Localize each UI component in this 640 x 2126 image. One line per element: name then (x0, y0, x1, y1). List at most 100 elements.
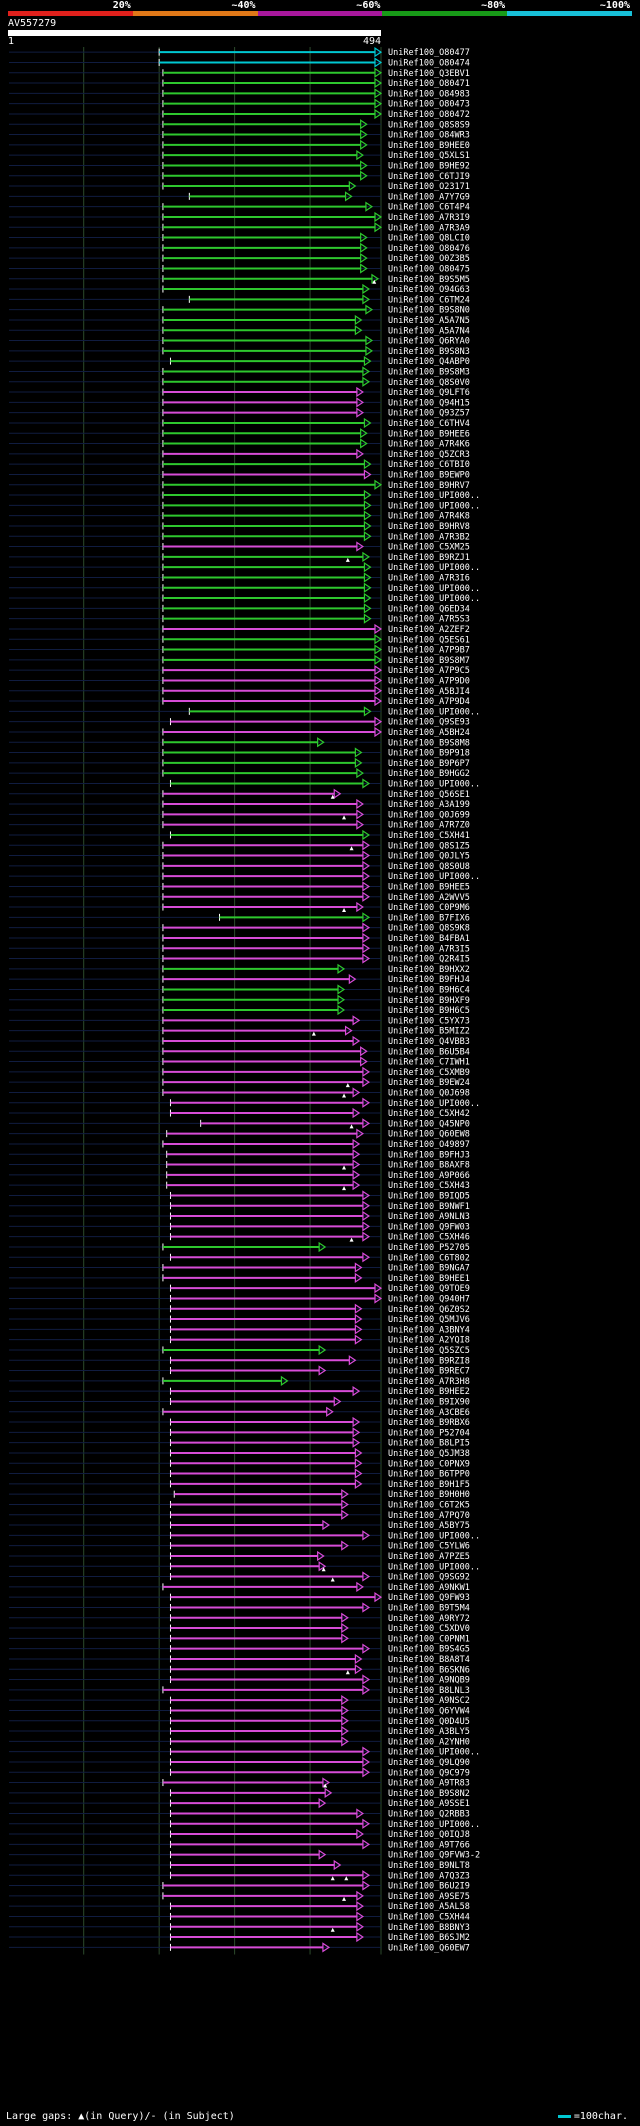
hit-arrowhead (362, 1756, 371, 1768)
hit-label: UniRef100_A9SSE1 (388, 1799, 470, 1809)
hit-label: UniRef100_A9NKW1 (388, 1583, 470, 1593)
hit-label: UniRef100_UPI000.. (388, 1820, 480, 1830)
hit-arrowhead (374, 479, 383, 490)
hit-label: UniRef100_A7R3I9 (388, 213, 470, 223)
hit-arrowhead (280, 1375, 289, 1386)
hit-label: UniRef100_Q5XLS1 (388, 151, 470, 161)
gap-marker (330, 794, 335, 799)
hit-arrowhead (374, 695, 383, 707)
hit-arrowhead (360, 253, 368, 264)
hit-label: UniRef100_O0Z3B5 (388, 254, 470, 264)
hit-label: UniRef100_O80475 (388, 264, 470, 274)
hit-arrowhead (362, 1231, 371, 1242)
hit-label: UniRef100_C5XH46 (388, 1233, 470, 1243)
hit-label: UniRef100_Q0J698 (388, 1088, 470, 1098)
hit-label: UniRef100_B9NWF1 (388, 1202, 470, 1212)
hit-label: UniRef100_Q9SE93 (388, 718, 470, 728)
hit-arrowhead (354, 325, 363, 336)
hit-label: UniRef100_Q6Z0S2 (388, 1305, 470, 1315)
hit-arrowhead (356, 901, 364, 913)
hit-label: UniRef100_B8BNY3 (388, 1923, 470, 1933)
hit-arrowhead (360, 428, 368, 439)
gap-marker (342, 908, 347, 913)
hit-arrowhead (365, 345, 374, 356)
hit-label: UniRef100_O80474 (388, 58, 470, 68)
hit-arrowhead (356, 407, 364, 418)
hit-arrowhead (365, 335, 374, 346)
hit-arrowhead (362, 1118, 371, 1129)
hit-label: UniRef100_Q5ES61 (388, 635, 470, 645)
hit-label: UniRef100_Q9FW93 (388, 1593, 470, 1603)
hit-arrowhead (337, 963, 346, 974)
hit-label: UniRef100_Q56SE1 (388, 790, 470, 800)
hit-arrowhead (362, 891, 371, 902)
hit-arrowhead (354, 1262, 363, 1273)
gap-marker (330, 1577, 335, 1582)
hit-arrowhead (354, 1313, 363, 1325)
hit-arrowhead (363, 520, 372, 532)
hit-arrowhead (360, 1056, 368, 1067)
hit-label: UniRef100_Q8S9K8 (388, 924, 470, 934)
hit-label: UniRef100_B4FBA1 (388, 934, 470, 944)
hit-label: UniRef100_A7PQ70 (388, 1511, 470, 1521)
hit-label: UniRef100_Q9LFT6 (388, 388, 470, 398)
hit-arrowhead (374, 675, 383, 686)
hit-arrowhead (352, 1180, 361, 1191)
hit-label: UniRef100_A9SE75 (388, 1892, 470, 1902)
hit-arrowhead (318, 1365, 327, 1376)
hit-label: UniRef100_B6TPP0 (388, 1470, 470, 1480)
hit-label: UniRef100_Q60EW8 (388, 1130, 470, 1140)
gap-marker (342, 815, 347, 820)
hit-label: UniRef100_A7P9C5 (388, 666, 470, 676)
hit-arrowhead (363, 417, 372, 429)
hit-arrowhead (356, 150, 364, 161)
hit-label: UniRef100_Q0D4U5 (388, 1717, 470, 1727)
gap-marker (342, 1165, 347, 1170)
hit-arrowhead (362, 1530, 371, 1541)
hit-arrowhead (356, 819, 364, 830)
hit-label: UniRef100_B8AXF8 (388, 1161, 470, 1171)
hit-arrowhead (341, 1499, 349, 1510)
hit-arrowhead (362, 1066, 371, 1077)
hit-label: UniRef100_UPI000.. (388, 1531, 480, 1541)
hit-arrowhead (356, 1931, 364, 1943)
hit-label: UniRef100_UPI000.. (388, 1099, 480, 1109)
hit-label: UniRef100_O49897 (388, 1140, 470, 1150)
hit-label: UniRef100_Q2R4I5 (388, 955, 470, 965)
hit-arrowhead (354, 1272, 363, 1283)
hit-arrowhead (318, 1561, 327, 1572)
hit-label: UniRef100_A7R4K6 (388, 440, 470, 450)
hit-label: UniRef100_UPI000.. (388, 491, 480, 501)
hit-label: UniRef100_B9S4G5 (388, 1645, 470, 1655)
scale-segment (257, 11, 383, 16)
hit-label: UniRef100_C0PNM1 (388, 1634, 470, 1644)
hit-label: UniRef100_UPI000.. (388, 779, 480, 789)
hit-label: UniRef100_Q9FVW3-2 (388, 1851, 480, 1861)
hit-arrowhead (356, 1128, 364, 1139)
hit-arrowhead (318, 1849, 327, 1860)
hit-arrowhead (363, 613, 372, 624)
hit-arrowhead (363, 582, 372, 593)
hit-label: UniRef100_UPI000.. (388, 707, 480, 717)
hit-arrowhead (363, 459, 372, 470)
hit-arrowhead (317, 737, 325, 748)
hit-arrowhead (322, 1777, 331, 1788)
hit-arrowhead (362, 283, 371, 295)
hit-label: UniRef100_A5BH24 (388, 728, 470, 738)
hit-label: UniRef100_A7P9D4 (388, 697, 470, 707)
hit-arrowhead (360, 438, 368, 449)
hit-label: UniRef100_C5XH44 (388, 1912, 470, 1922)
hit-label: UniRef100_C6TJI9 (388, 172, 470, 182)
hit-label: UniRef100_C6T802 (388, 1253, 470, 1263)
hit-arrowhead (333, 788, 342, 799)
hit-arrowhead (360, 170, 368, 181)
hit-label: UniRef100_Q5MJV6 (388, 1315, 470, 1325)
gap-marker (342, 1186, 347, 1191)
hit-arrowhead (365, 201, 374, 212)
hit-label: UniRef100_O94G63 (388, 285, 470, 295)
hit-arrowhead (360, 232, 368, 243)
hit-label: UniRef100_Q9C979 (388, 1768, 470, 1778)
hit-label: UniRef100_A5A7N5 (388, 316, 470, 326)
hit-arrowhead (363, 603, 372, 614)
gap-marker (323, 1783, 328, 1788)
